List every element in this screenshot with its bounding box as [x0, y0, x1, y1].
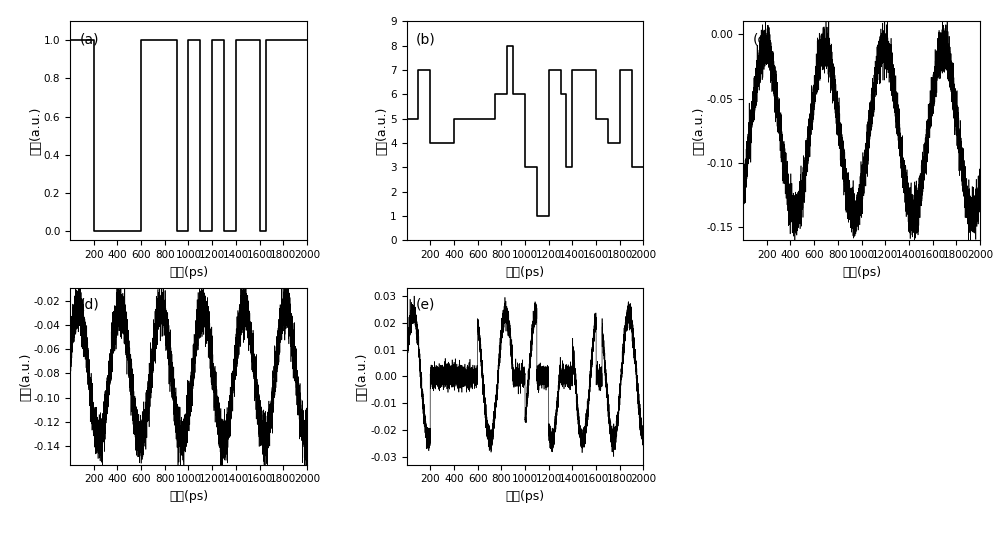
Y-axis label: 强度(a.u.): 强度(a.u.)	[356, 352, 369, 400]
X-axis label: 时间(ps): 时间(ps)	[505, 265, 545, 279]
Y-axis label: 强度(a.u.): 强度(a.u.)	[692, 107, 705, 155]
Text: (e): (e)	[416, 297, 435, 311]
X-axis label: 时间(ps): 时间(ps)	[842, 265, 881, 279]
Y-axis label: 强度(a.u.): 强度(a.u.)	[29, 107, 42, 155]
X-axis label: 时间(ps): 时间(ps)	[505, 490, 545, 503]
X-axis label: 时间(ps): 时间(ps)	[169, 265, 208, 279]
X-axis label: 时间(ps): 时间(ps)	[169, 490, 208, 503]
Y-axis label: 强度(a.u.): 强度(a.u.)	[376, 107, 389, 155]
Y-axis label: 强度(a.u.): 强度(a.u.)	[19, 352, 32, 400]
Text: (d): (d)	[79, 297, 99, 311]
Text: (c): (c)	[752, 32, 771, 46]
Text: (a): (a)	[79, 32, 99, 46]
Text: (b): (b)	[416, 32, 436, 46]
